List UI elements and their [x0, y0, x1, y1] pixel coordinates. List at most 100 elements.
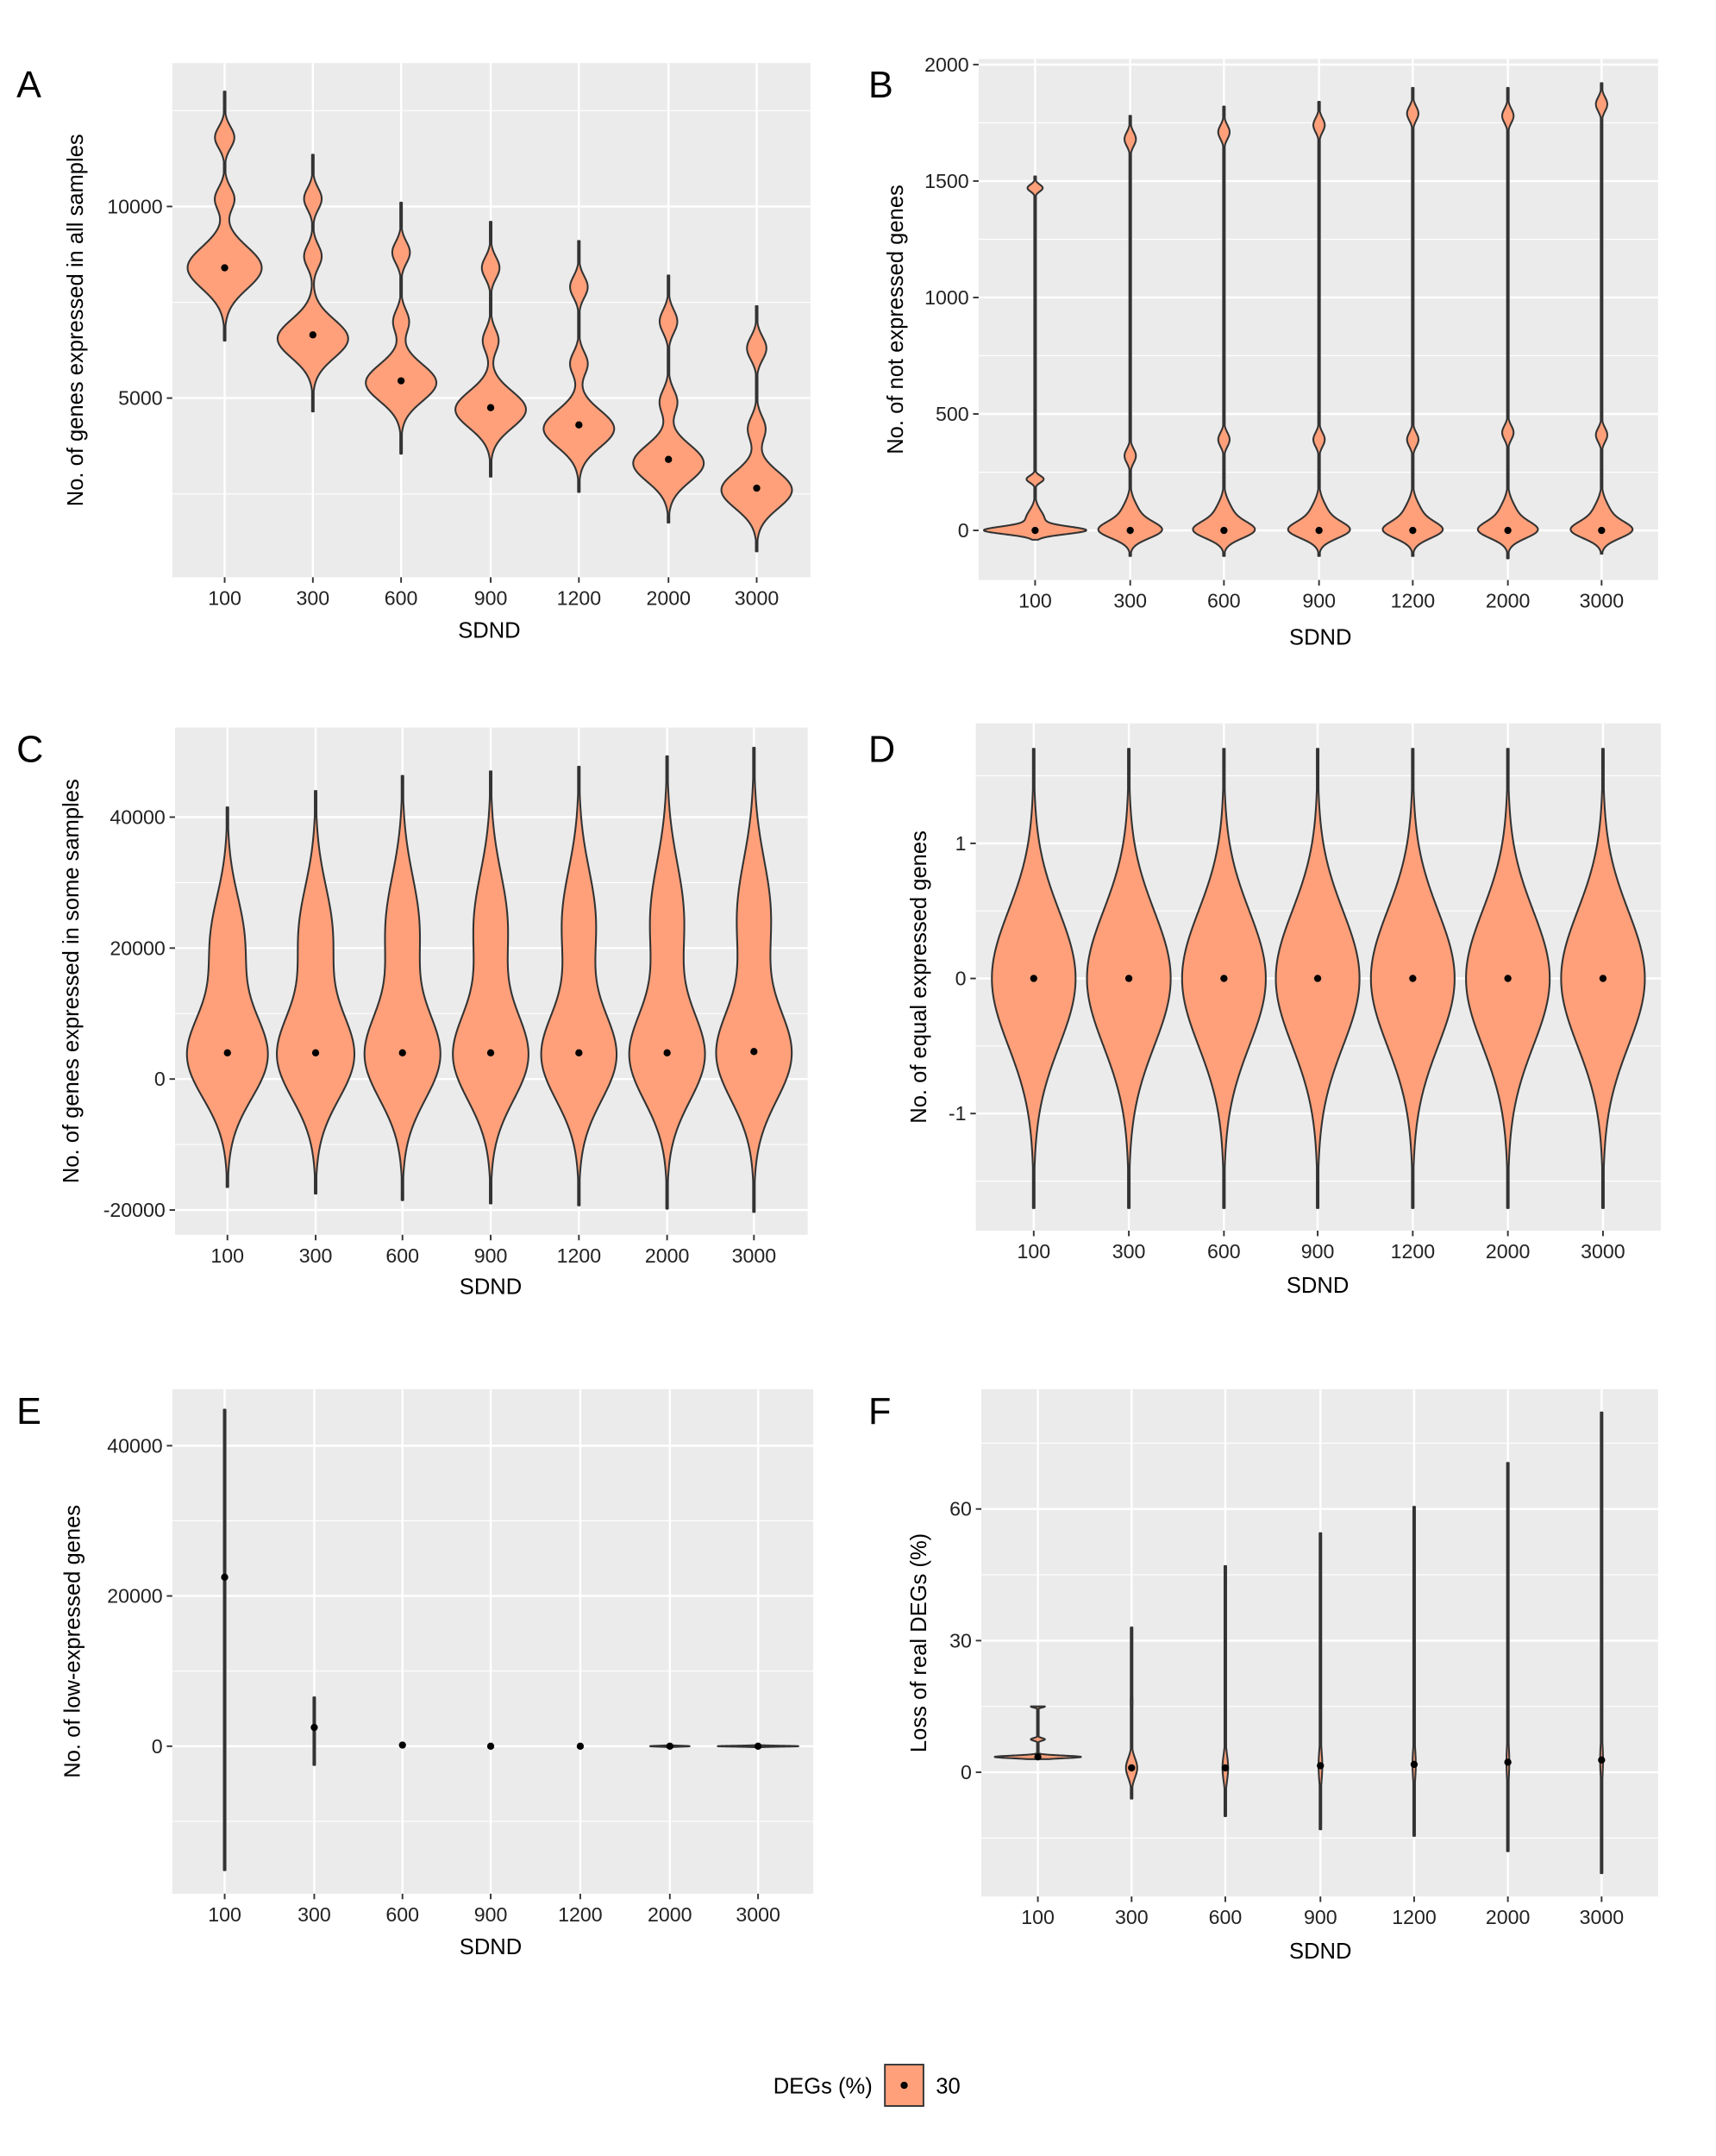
median-point [1030, 975, 1037, 982]
median-point [1031, 526, 1039, 535]
y-tick-label: 2000 [924, 53, 969, 76]
median-point [663, 1049, 671, 1056]
median-point [309, 331, 316, 339]
y-axis-title: No. of not expressed genes [884, 185, 908, 454]
panel-label: B [868, 65, 893, 106]
y-tick-label: 10000 [107, 195, 162, 217]
x-tick-label: 900 [474, 586, 508, 609]
x-tick-label: 300 [297, 1903, 331, 1926]
median-point [1504, 526, 1512, 535]
x-tick-label: 2000 [648, 1903, 692, 1926]
violin-300 [276, 790, 356, 1195]
median-point [311, 1049, 320, 1056]
violin-1200 [1412, 1506, 1417, 1837]
y-axis-title: No. of genes expressed in some samples [59, 779, 84, 1183]
x-tick-label: 3000 [1580, 590, 1625, 612]
x-tick-label: 900 [474, 1244, 508, 1267]
violin-300 [276, 154, 349, 413]
median-point [575, 421, 583, 429]
x-tick-label: 100 [208, 586, 241, 609]
y-tick-label: 60 [949, 1498, 972, 1520]
median-point [754, 1742, 762, 1750]
violin-100 [222, 1408, 227, 1871]
median-point [1220, 975, 1228, 982]
violin-900 [1287, 101, 1351, 557]
panel-e: 0 20000 40000 100 300 600 900 1200 2000 3000 SDND N… [16, 1388, 814, 1959]
violin-3000 [1599, 1411, 1605, 1875]
panel-background [172, 1388, 814, 1894]
median-point [1409, 526, 1417, 535]
y-tick-label: 1000 [924, 286, 969, 309]
violin-2000 [1505, 1462, 1511, 1852]
x-tick-label: 600 [1207, 590, 1241, 612]
violin-1200 [1381, 86, 1444, 557]
y-tick-label: 20000 [110, 937, 165, 959]
x-tick-label: 2000 [1486, 1240, 1531, 1263]
x-tick-label: 1200 [557, 1244, 602, 1267]
median-point [1598, 1756, 1606, 1764]
x-tick-label: 2000 [1486, 590, 1531, 612]
violin-2000 [1476, 86, 1539, 560]
violin-300 [1124, 1626, 1138, 1800]
median-point [486, 1049, 495, 1056]
median-point [666, 1742, 673, 1750]
panel-d: -1 0 1 100 300 600 900 1200 2000 3000 SDND No. of e… [868, 723, 1662, 1298]
violin-900 [452, 770, 529, 1205]
panel-f: 0 30 60 100 300 600 900 1200 2000 3000 SDND Loss of… [868, 1388, 1658, 1964]
x-tick-label: 100 [1021, 1906, 1055, 1928]
x-tick-label: 2000 [646, 586, 691, 609]
median-point [665, 455, 673, 463]
legend-label: 30 [936, 2075, 960, 2099]
panel-label: F [868, 1391, 891, 1432]
median-point [1220, 526, 1228, 535]
x-axis-title: SDND [458, 619, 520, 643]
x-tick-label: 1200 [1392, 1906, 1437, 1928]
median-point [398, 1049, 406, 1056]
panel-label: D [868, 730, 895, 771]
violin-100 [993, 1705, 1082, 1760]
violin-100 [186, 91, 263, 342]
x-tick-label: 1200 [557, 586, 602, 609]
legend-key-dot [900, 2081, 908, 2090]
median-point [1221, 1764, 1230, 1772]
y-tick-label: 0 [961, 1761, 972, 1783]
y-tick-label: 20000 [107, 1585, 162, 1608]
x-tick-label: 2000 [1486, 1906, 1531, 1928]
violin-600 [363, 774, 442, 1201]
median-point [1599, 975, 1607, 982]
panel-label: A [16, 65, 41, 106]
median-point [310, 1723, 318, 1732]
x-tick-label: 600 [1209, 1906, 1243, 1928]
median-point [1124, 975, 1133, 982]
violin-3000 [720, 304, 793, 553]
x-tick-label: 100 [1017, 1240, 1050, 1263]
median-point [398, 1741, 406, 1749]
y-axis-title: Loss of real DEGs (%) [907, 1533, 931, 1752]
median-point [1598, 526, 1606, 535]
median-point [753, 484, 761, 492]
x-tick-label: 900 [474, 1903, 508, 1926]
violin-1200 [540, 765, 618, 1206]
y-tick-label: 30 [949, 1629, 972, 1651]
x-tick-label: 600 [385, 1903, 419, 1926]
x-tick-label: 600 [385, 586, 418, 609]
x-tick-label: 900 [1302, 590, 1336, 612]
y-tick-label: -20000 [103, 1199, 166, 1221]
median-point [1409, 975, 1417, 982]
y-tick-label: 1 [955, 832, 967, 855]
y-axis-title: No. of equal expressed genes [907, 830, 931, 1124]
violin-900 [1318, 1532, 1324, 1831]
x-axis-title: SDND [1287, 1274, 1349, 1298]
median-point [576, 1742, 585, 1750]
x-tick-label: 900 [1301, 1240, 1335, 1263]
violin-2000 [628, 755, 706, 1210]
x-tick-label: 1200 [1391, 1240, 1436, 1263]
x-tick-label: 3000 [735, 586, 780, 609]
x-tick-label: 3000 [1580, 1906, 1625, 1928]
median-point [1315, 526, 1323, 535]
median-point [221, 264, 229, 272]
y-tick-label: 40000 [110, 805, 165, 828]
x-tick-label: 2000 [645, 1244, 690, 1267]
x-tick-label: 600 [1207, 1240, 1241, 1263]
